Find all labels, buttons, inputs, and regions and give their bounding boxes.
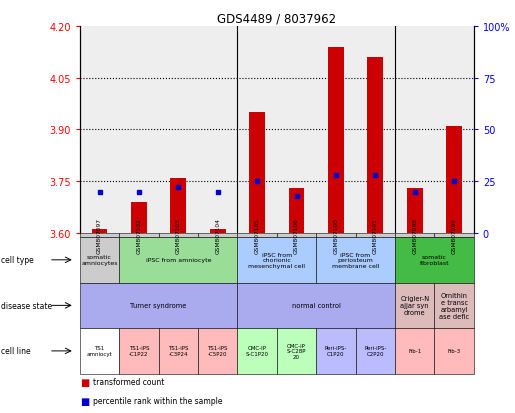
Text: ■: ■ [80,377,89,387]
Bar [288,189,304,233]
Text: Turner syndrome: Turner syndrome [130,303,187,309]
Text: cell line: cell line [1,347,31,356]
Text: GSM807102: GSM807102 [136,218,142,253]
Text: cell type: cell type [1,256,34,265]
Text: TS1
amniocyt: TS1 amniocyt [87,346,112,356]
Text: somatic
fibroblast: somatic fibroblast [420,255,449,266]
Bar [170,178,186,233]
Text: Peri-iPS-
C1P20: Peri-iPS- C1P20 [325,346,347,356]
Text: somatic
amniocytes: somatic amniocytes [81,255,118,266]
Text: ■: ■ [80,396,89,406]
Text: GSM807098: GSM807098 [412,218,417,253]
Text: disease state: disease state [1,301,52,310]
Text: GSM807106: GSM807106 [294,218,299,253]
Bar [131,202,147,233]
Bar [407,189,423,233]
Bar [249,113,265,233]
Text: percentile rank within the sample: percentile rank within the sample [93,396,222,405]
Text: transformed count: transformed count [93,377,164,387]
Text: iPSC from
chorionic
mesenchymal cell: iPSC from chorionic mesenchymal cell [248,252,305,268]
Title: GDS4489 / 8037962: GDS4489 / 8037962 [217,13,336,26]
Text: Peri-iPS-
C2P20: Peri-iPS- C2P20 [364,346,386,356]
Bar [367,58,383,233]
Text: GSM807097: GSM807097 [97,218,102,253]
Text: Fib-1: Fib-1 [408,349,421,354]
Bar [92,230,108,233]
Text: Fib-3: Fib-3 [448,349,461,354]
Text: Ornithin
e transc
arbamyl
ase defic: Ornithin e transc arbamyl ase defic [439,292,469,319]
Text: CMC-IP
S-C1P20: CMC-IP S-C1P20 [246,346,269,356]
Text: GSM807103: GSM807103 [176,218,181,253]
Text: GSM807105: GSM807105 [254,218,260,253]
Text: iPSC from amniocyte: iPSC from amniocyte [146,258,211,263]
Text: Crigler-N
ajjar syn
drome: Crigler-N ajjar syn drome [400,296,430,316]
Text: TS1-iPS
-C1P22: TS1-iPS -C1P22 [129,346,149,356]
Text: GSM807104: GSM807104 [215,218,220,253]
Text: TS1-iPS
-C3P24: TS1-iPS -C3P24 [168,346,188,356]
Text: GSM807099: GSM807099 [452,218,457,253]
Bar [210,230,226,233]
Bar [328,47,344,233]
Text: CMC-iP
S-C28P
20: CMC-iP S-C28P 20 [287,343,306,359]
Text: normal control: normal control [292,303,340,309]
Bar [446,127,462,233]
Text: iPSC from
periosteum
membrane cell: iPSC from periosteum membrane cell [332,252,379,268]
Text: TS1-iPS
-C5P20: TS1-iPS -C5P20 [208,346,228,356]
Text: GSM807100: GSM807100 [333,218,338,253]
Text: GSM807101: GSM807101 [373,218,378,253]
